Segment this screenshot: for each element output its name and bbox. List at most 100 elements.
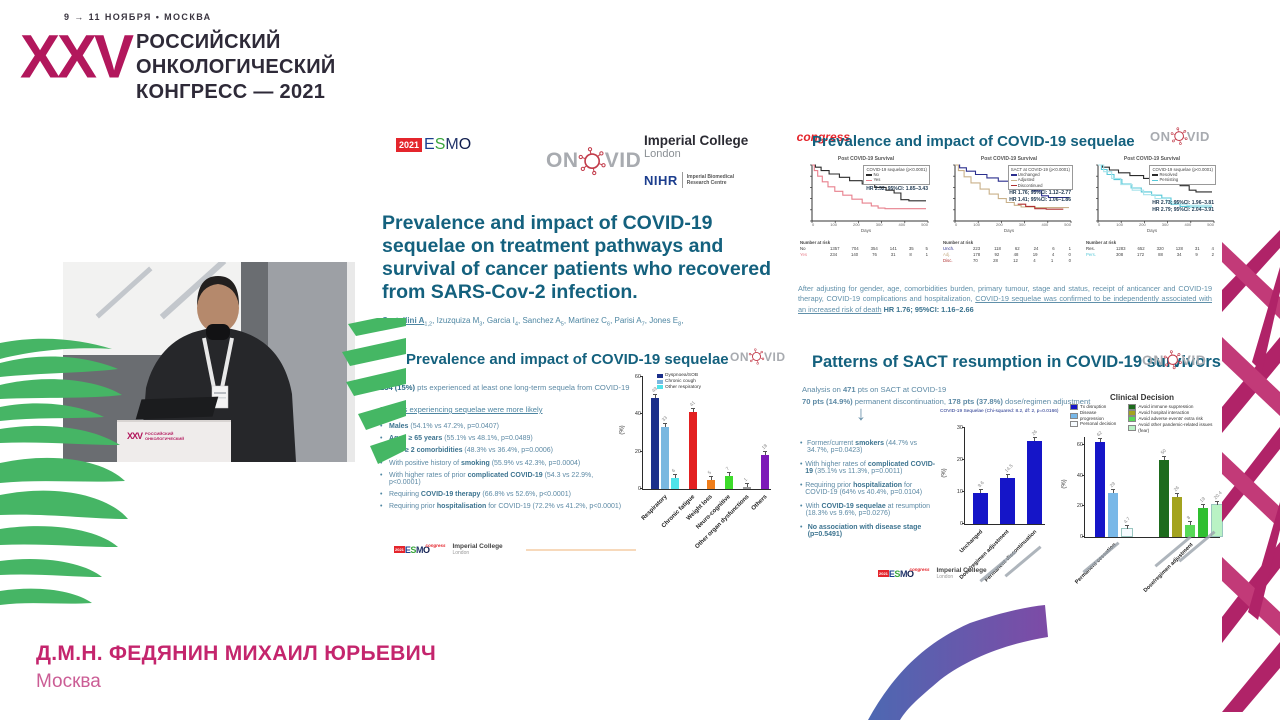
text-segment: 70 pts (14.9%) [802, 397, 853, 406]
risk-row-name: Yes [800, 252, 808, 257]
km-plot-title: Post COVID-19 Survival [980, 156, 1038, 162]
bullet-item: • With higher rates of complicated COVID-… [800, 461, 936, 475]
bar-value-label: 26 [1173, 485, 1181, 494]
esmo-mini-logo: 2021 ESMO congress [878, 567, 929, 579]
esmo-mini-letters: ESMO [405, 545, 430, 555]
risk-row-name: Res. [1086, 246, 1095, 251]
legend-label: Chronic cough [665, 378, 696, 384]
x-axis-label: Dose/regimen adjustment [1142, 542, 1195, 594]
y-tick-label: 60 [1076, 441, 1083, 448]
hr-line: HR 1.41; 95%CI: 1.06–1.86 [1009, 196, 1071, 203]
risk-value: 0 [1068, 258, 1071, 263]
text-segment: , Sanchez A [518, 316, 561, 325]
podium-text: РОССИЙСКИЙ ОНКОЛОГИЧЕСКИЙ [145, 431, 184, 441]
nihr-logo: NIHR Imperial Biomedical Research Centre [644, 172, 734, 188]
error-whisker-cap [727, 471, 731, 473]
risk-value: 0 [1068, 252, 1071, 257]
risk-value: 12 [1013, 258, 1018, 263]
risk-value: 1 [1068, 246, 1071, 251]
km-hr-annotation: HR 1.76; 95%CI: 1.12–2.77 HR 1.41; 95%CI:… [1009, 190, 1071, 203]
legend-entry: Dyspnoea/SOB [657, 373, 701, 379]
esmo-letter: S [434, 136, 446, 153]
text-segment: Requiring [389, 490, 421, 498]
virus-icon [1163, 350, 1182, 370]
text-segment: No association with disease stage (p=0.5… [807, 524, 922, 538]
bars-row: 9.6 14.5 26 [973, 428, 1042, 524]
bullet-dot: • [800, 440, 803, 447]
imperial-mini-logo: Imperial College London [452, 543, 502, 556]
risk-value: 1 [925, 252, 928, 257]
risk-row-values: 223 118 62 24 6 1 [973, 246, 1071, 251]
y-tick-label: 0 [1079, 534, 1083, 541]
hr-line: HR 2.52; 95%CI: 1.85–3.43 [866, 186, 928, 192]
bar: 4.7 [1121, 517, 1133, 538]
text-segment: HR 1.76; 95%CI: 1.16–2.66 [881, 304, 974, 314]
risk-value: 28 [993, 258, 998, 263]
risk-table-label: Number at risk [943, 240, 974, 245]
risk-value: 178 [973, 252, 981, 257]
sequelae-heading: Patients experiencing sequelae were more… [380, 405, 543, 414]
text-segment: , Parisi A [610, 316, 642, 325]
bullet-text: Aged ≥ 65 years (55.1% vs 48.1%, p=0.048… [389, 435, 533, 442]
speaker-video[interactable]: XXV РОССИЙСКИЙ ОНКОЛОГИЧЕСКИЙ [63, 262, 355, 462]
legend-label: Dyspnoea/SOB [665, 373, 699, 378]
presentation-title: Prevalence and impact of COVID-19 sequel… [382, 212, 772, 303]
y-tick-mark [640, 376, 643, 377]
chart-plot-area: 0 10 20 30 9.6 14.5 26 [957, 425, 1045, 527]
text-segment: (55.1% vs 48.1%, p=0.0489) [442, 435, 533, 443]
legend-label: Tx disruption [1080, 404, 1107, 410]
error-whisker [728, 471, 730, 476]
podium-logo: XXV РОССИЙСКИЙ ОНКОЛОГИЧЕСКИЙ [127, 431, 184, 441]
legend-label: Avoid adverse events' extra risk [1138, 416, 1203, 422]
legend-swatch [1010, 179, 1017, 182]
text-segment: Requiring prior [389, 503, 437, 511]
error-whisker-cap [1032, 436, 1037, 438]
legend-swatch [1070, 404, 1078, 410]
chart-plot-area: 0 20 40 60 49 33 6 41 5 7 1 18 Dyspnoea/SOB Chronic c… [635, 373, 771, 492]
km-legend: COVID-19 sequelae (p<0.0001) No Yes [863, 165, 930, 185]
text-segment: hospitalization [853, 482, 903, 489]
text-segment: 234 (15%) [380, 383, 416, 392]
esmo-letter: M [899, 568, 908, 579]
legend-label: COVID-19 Sequelae (Chi-squared: 8.2, df:… [940, 409, 1059, 414]
text-segment: permanent discontinuation, [852, 397, 949, 406]
y-tick-label: 0 [959, 521, 963, 527]
text-segment: , Izuzquiza M [432, 316, 480, 325]
chart-plot-wrap: (%) 0 10 20 30 9.6 14.5 26 Unchanged Dose/regimen… [942, 425, 1045, 583]
nihr-divider [681, 172, 683, 188]
text-segment: smokers [855, 440, 884, 447]
legend-swatch [1010, 184, 1017, 187]
error-whisker-cap [1175, 493, 1179, 495]
km-hr-annotation: HR 2.73; 95%CI: 1.96–3.81 HR 2.79; 95%CI:… [1152, 200, 1214, 213]
oncovid-text-right: VID [604, 149, 642, 173]
sact-intro2: 70 pts (14.9%) permanent discontinuation… [802, 397, 1122, 406]
risk-row-name: Adj. [943, 252, 951, 257]
bullet-item: •With ≥ 2 comorbidities (48.3% vs 36.4%,… [380, 447, 626, 454]
text-segment: (66.8% vs 52.6%, p<0.0001) [480, 490, 571, 498]
legend-swatch [1128, 424, 1137, 431]
y-tick-label: 30 [956, 425, 963, 431]
bullet-item: • Requiring prior hospitalization for COV… [800, 482, 936, 496]
text-segment: 1,2 [424, 321, 433, 328]
text-segment: 471 [842, 385, 856, 394]
esmo-letter: O [458, 136, 472, 153]
km-plot [810, 164, 929, 223]
text-segment: pts on SACT at COVID-19 [855, 385, 947, 394]
legend-entry: Disease progression [1070, 410, 1120, 421]
legend-label: COVID-19 sequelae (p<0.0001) [866, 167, 927, 172]
nihr-unit-line2: Research Centre [686, 180, 727, 186]
esmo-mini-year: 2021 [878, 570, 889, 577]
error-whisker-cap [673, 473, 677, 475]
podium-line1: РОССИЙСКИЙ [145, 431, 174, 436]
error-whisker-cap [745, 483, 749, 485]
authors-line: Cortellini A1,2, Izuzquiza M3, Garcia I4… [382, 316, 784, 328]
nihr-unit-line1: Imperial Biomedical [686, 174, 735, 180]
y-tick-label: 40 [1076, 472, 1083, 479]
bars-row: 49 33 6 41 5 7 1 18 [651, 377, 769, 489]
legend-entry: Avoid adverse events' extra risk [1128, 416, 1222, 422]
risk-value: 6 [1052, 246, 1055, 251]
legend-entry: Personal decision [1070, 421, 1120, 428]
legend-label: Resolved [1159, 172, 1178, 178]
legend-swatch [1128, 416, 1137, 422]
text-segment: 6 [606, 321, 611, 328]
